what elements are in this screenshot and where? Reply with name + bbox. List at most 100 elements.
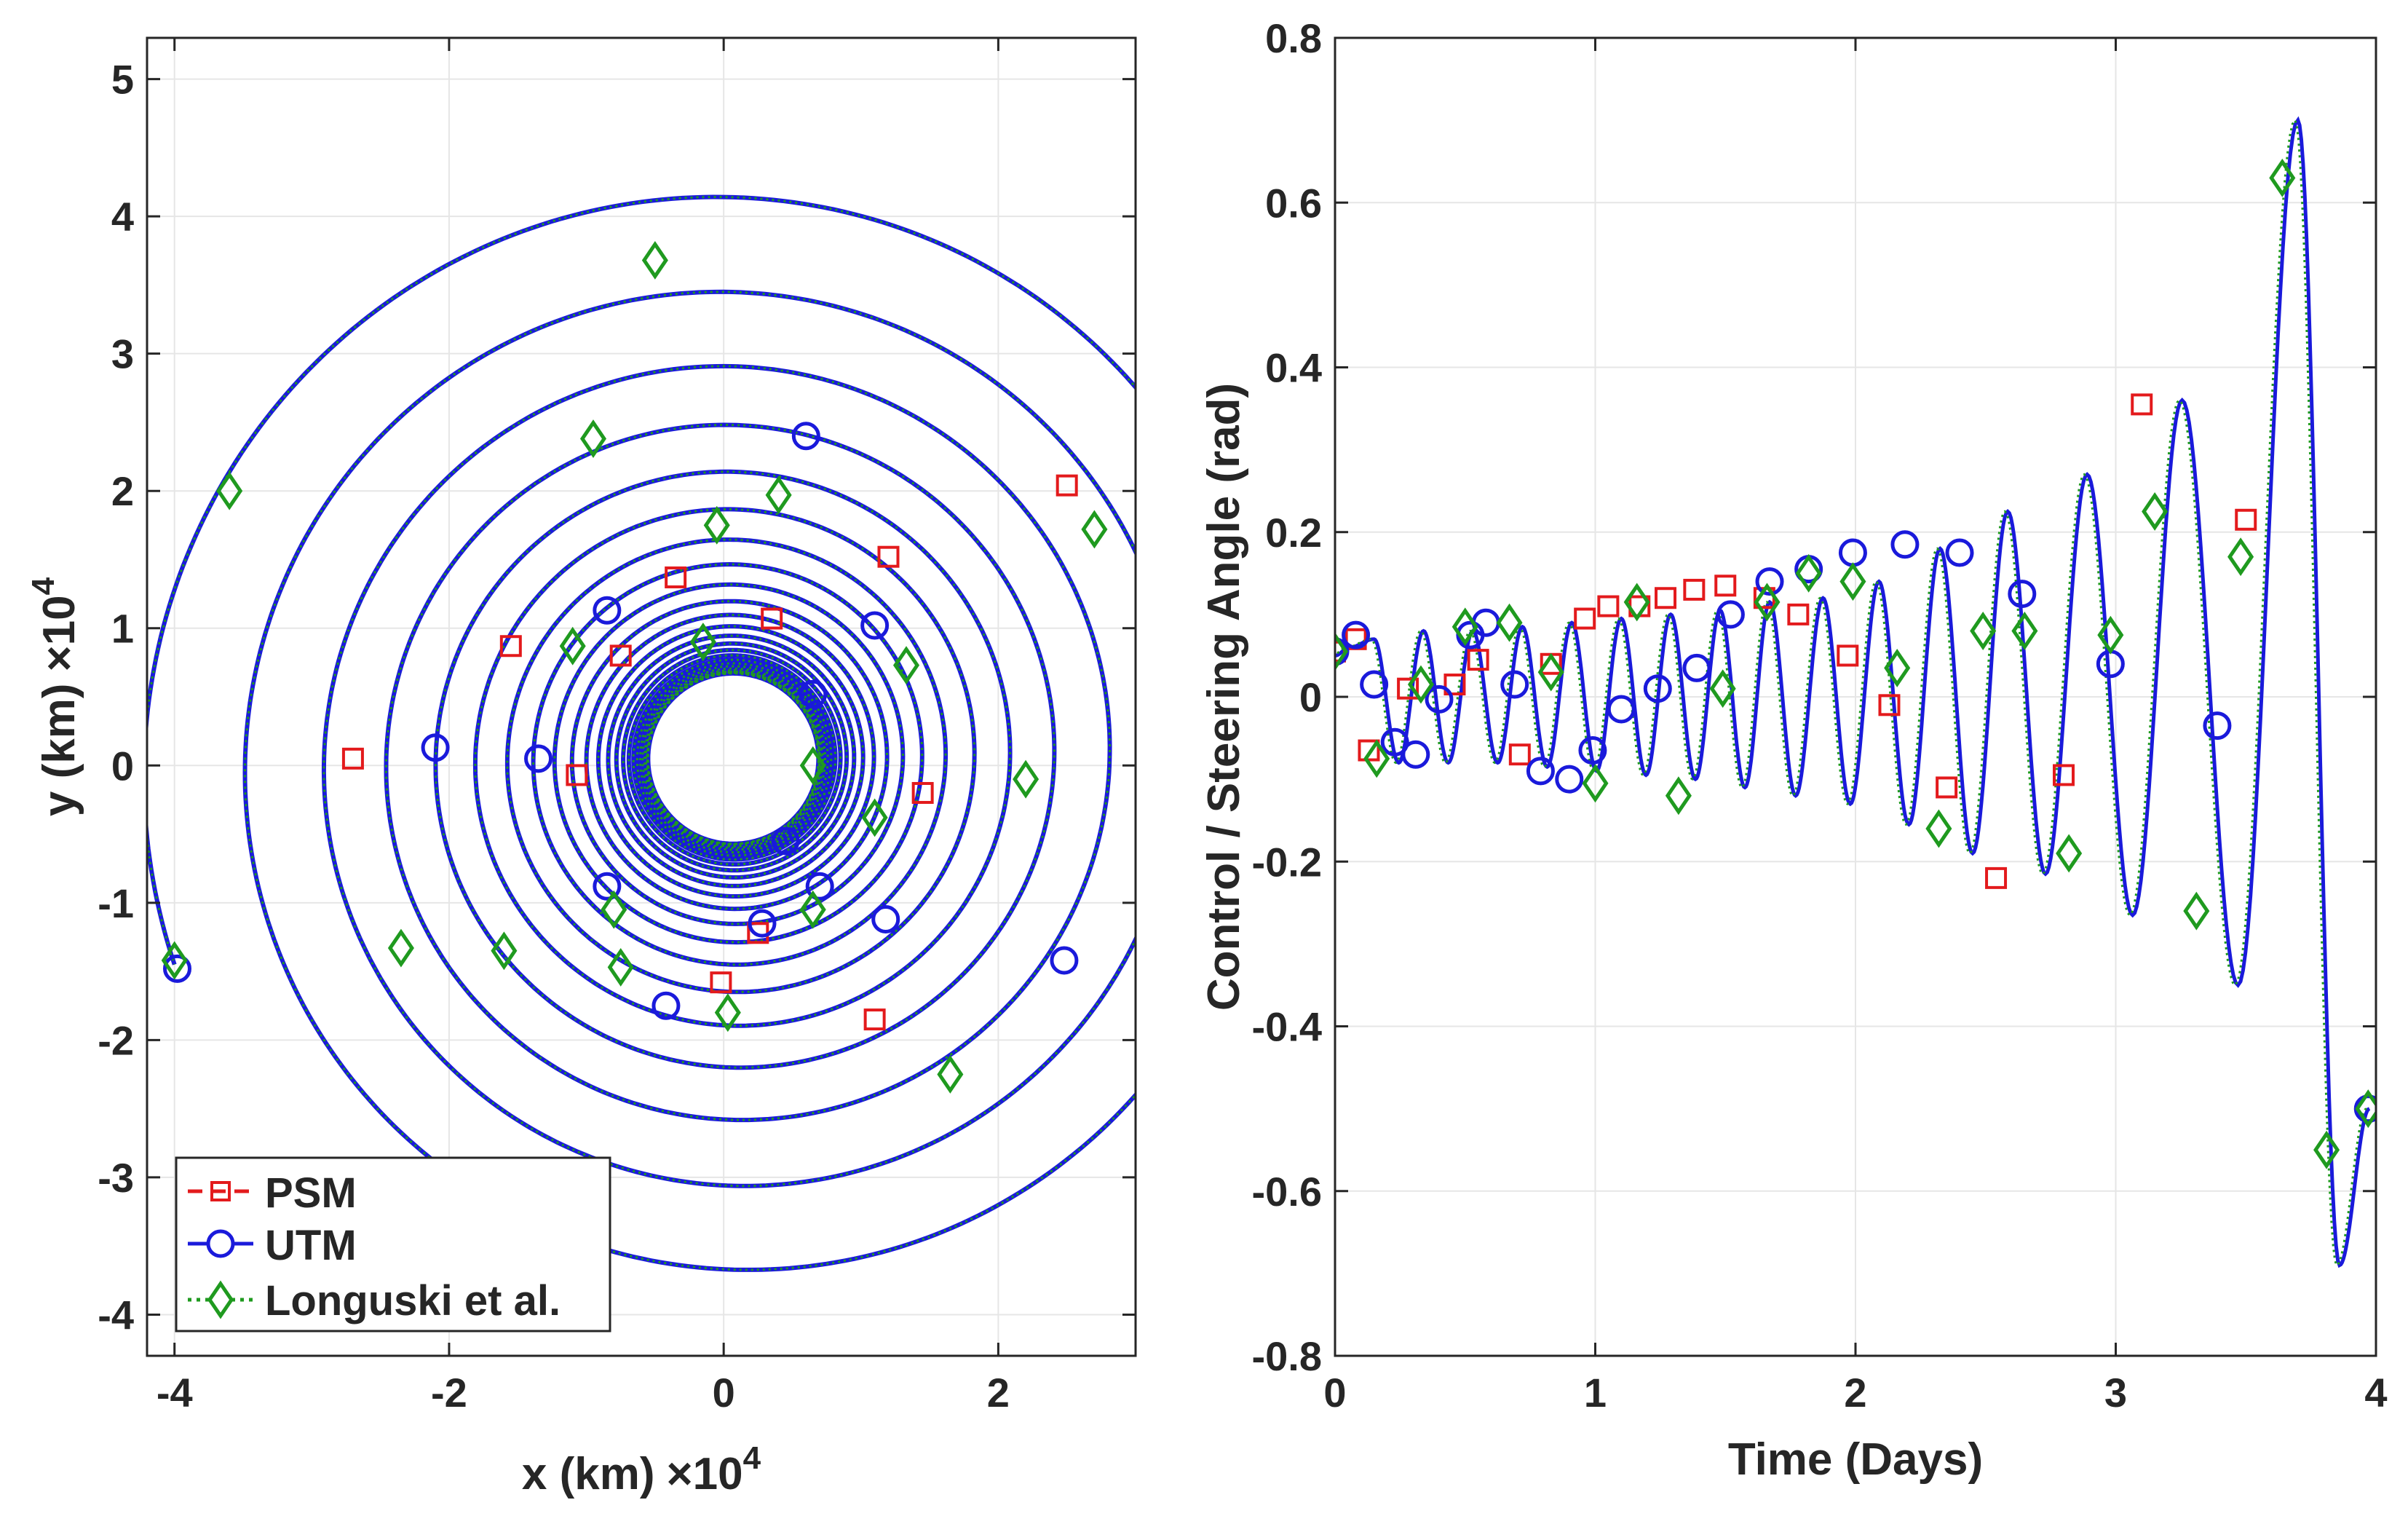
legend-longuski-marker — [207, 1280, 234, 1319]
trajectory-ytick-label: -4 — [98, 1292, 134, 1338]
control-point-circle — [1526, 757, 1555, 786]
control-ytick-label: -0.2 — [1252, 839, 1323, 885]
control-point-diamond — [2269, 158, 2296, 197]
trajectory-markers — [161, 241, 1108, 1094]
control-point-circle — [1578, 736, 1607, 765]
trajectory-spiral — [147, 194, 1136, 1272]
control-point-diamond — [2056, 834, 2083, 873]
control-point-circle — [1890, 530, 1920, 559]
trajectory-ytick-label: 4 — [111, 194, 134, 240]
control-point-square — [1443, 674, 1466, 696]
control-point-square — [2235, 508, 2257, 531]
trajectory-point-diamond — [601, 890, 627, 929]
control-ytick-label: 0.8 — [1265, 15, 1322, 61]
trajectory-point-square — [863, 1008, 886, 1031]
control-point-square — [1597, 595, 1620, 617]
control-xlabel: Time (Days) — [1728, 1434, 1983, 1485]
control-point-circle — [1380, 727, 1409, 757]
control-point-diamond — [1496, 603, 1523, 642]
trajectory-point-square — [877, 545, 900, 568]
control-point-square — [1714, 575, 1737, 597]
control-point-square — [1683, 578, 1706, 601]
trajectory-point-diamond — [1013, 759, 1039, 799]
control-xtick-label: 2 — [1844, 1370, 1866, 1416]
trajectory-ytick-label: 0 — [111, 743, 134, 789]
trajectory-line-longuski — [147, 195, 1136, 1271]
control-xtick-label: 0 — [1323, 1370, 1346, 1416]
trajectory-point-circle — [593, 872, 622, 901]
control-point-diamond — [1335, 632, 1349, 671]
control-point-circle — [1945, 538, 1974, 567]
trajectory-point-diamond — [607, 947, 634, 987]
legend-longuski-label: Longuski et al. — [265, 1277, 561, 1324]
control-point-diamond — [1623, 583, 1650, 622]
control-ytick-label: 0.6 — [1265, 180, 1322, 226]
control-point-square — [2131, 393, 2153, 416]
control-point-circle — [1425, 684, 1454, 714]
control-point-diamond — [1795, 553, 1822, 593]
trajectory-point-square — [341, 747, 364, 770]
trajectory-point-square — [710, 971, 732, 994]
control-point-circle — [1716, 600, 1745, 629]
control-point-square — [1467, 649, 1489, 671]
control-point-circle — [2203, 711, 2232, 741]
control-line-longuski — [1335, 117, 2367, 1267]
trajectory-point-square — [1056, 474, 1078, 497]
trajectory-point-circle — [162, 954, 191, 983]
trajectory-point-circle — [421, 733, 450, 762]
trajectory-xlabel: x (km) ×104 — [522, 1440, 761, 1499]
control-point-diamond — [1582, 764, 1609, 803]
legend-utm-marker — [206, 1229, 235, 1258]
control-xtick-label: 3 — [2104, 1370, 2127, 1416]
control-point-circle — [1360, 670, 1389, 699]
trajectory-point-diamond — [579, 419, 607, 458]
trajectory-point-diamond — [559, 626, 586, 666]
trajectory-point-square — [566, 764, 588, 786]
control-point-diamond — [1363, 739, 1390, 778]
control-point-diamond — [1537, 652, 1564, 692]
trajectory-ticks: -4 -2 0 2 -4 -3 -2 -1 0 1 2 3 4 5 — [98, 38, 1136, 1416]
control-point-square — [1508, 743, 1531, 766]
control-curves — [1335, 116, 2371, 1268]
trajectory-xtick-label: 0 — [713, 1370, 735, 1416]
legend-psm-label: PSM — [265, 1169, 357, 1217]
control-point-circle — [1643, 674, 1672, 703]
control-point-square — [1787, 603, 1810, 625]
trajectory-point-square — [761, 607, 783, 630]
trajectory-ytick-label: 2 — [111, 468, 134, 514]
trajectory-point-square — [911, 781, 934, 804]
trajectory-point-circle — [871, 904, 900, 933]
trajectory-point-square — [499, 635, 522, 658]
trajectory-point-diamond — [799, 890, 826, 929]
trajectory-point-circle — [791, 422, 820, 451]
legend-entry-utm: UTM — [188, 1222, 357, 1269]
control-point-square — [2053, 764, 2075, 786]
trajectory-ytick-label: 3 — [111, 331, 134, 377]
trajectory-point-diamond — [937, 1055, 964, 1094]
control-point-diamond — [2227, 537, 2254, 577]
control-point-circle — [1555, 765, 1584, 794]
trajectory-point-diamond — [703, 505, 730, 545]
control-point-diamond — [1665, 776, 1692, 816]
trajectory-point-diamond — [765, 475, 792, 515]
control-point-circle — [2008, 580, 2037, 609]
control-point-diamond — [1970, 612, 1997, 650]
trajectory-point-diamond — [1081, 510, 1108, 549]
trajectory-point-diamond — [641, 241, 668, 280]
trajectory-point-circle — [799, 679, 828, 708]
control-xtick-label: 1 — [1584, 1370, 1607, 1416]
trajectory-point-circle — [771, 826, 800, 856]
control-ytick-label: 0.2 — [1265, 510, 1322, 556]
trajectory-ytick-label: 5 — [111, 57, 134, 103]
trajectory-point-circle — [860, 611, 890, 640]
trajectory-axes-box — [146, 36, 1137, 1357]
trajectory-point-circle — [1050, 946, 1079, 975]
control-point-circle — [1401, 740, 1430, 769]
trajectory-ytick-label: 1 — [111, 606, 134, 652]
control-ticks: 0 1 2 3 4 -0.8 -0.6 -0.4 -0.2 0 0.2 0.4 0.6 0.8 — [1252, 15, 2388, 1416]
control-point-diamond — [1884, 648, 1911, 687]
trajectory-point-square — [609, 644, 632, 667]
control-ytick-label: -0.6 — [1252, 1169, 1323, 1215]
control-point-square — [1655, 587, 1677, 609]
